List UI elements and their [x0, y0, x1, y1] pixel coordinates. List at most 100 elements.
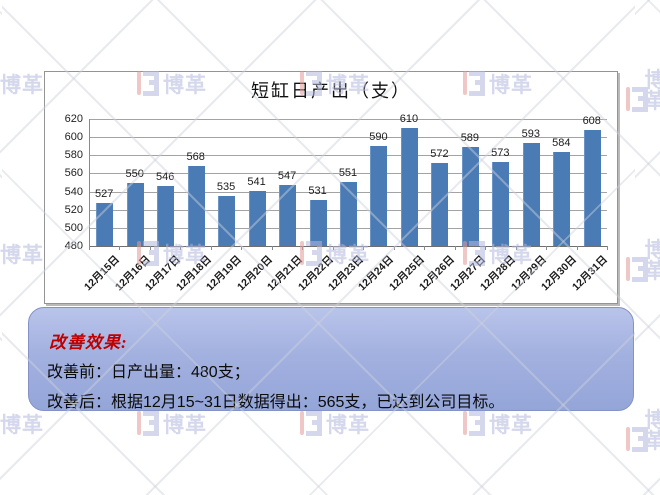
x-axis-tick — [546, 246, 548, 250]
watermark-text: 博革 — [644, 239, 660, 283]
watermark-text: 博革 — [163, 414, 207, 437]
bar — [553, 151, 571, 246]
boge-logo-icon — [137, 410, 159, 436]
x-axis-tick — [119, 246, 121, 250]
y-axis-tick-label: 480 — [64, 240, 83, 252]
watermark-text: 博革 — [489, 414, 533, 437]
bar-value-label: 550 — [125, 167, 144, 180]
boge-watermark: 博革 — [300, 410, 370, 436]
x-axis-tick — [332, 246, 334, 250]
logo-shape — [469, 431, 485, 436]
bar — [187, 166, 205, 246]
x-axis-tick — [485, 246, 487, 250]
logo-shape — [312, 420, 322, 425]
bar — [126, 182, 144, 246]
boge-watermark: 博革 — [0, 70, 44, 96]
logo-shape — [632, 107, 648, 112]
boge-watermark: 博革 — [0, 410, 44, 436]
bar — [400, 128, 418, 246]
gridline — [89, 155, 607, 157]
x-axis-tick — [149, 246, 151, 250]
bar — [492, 161, 510, 246]
x-axis-tick — [607, 246, 608, 250]
boge-logo-icon — [626, 426, 648, 452]
bar — [431, 162, 449, 246]
bar-value-label: 584 — [552, 136, 571, 149]
bar — [96, 203, 114, 246]
logo-shape — [626, 257, 630, 281]
x-axis-tick — [271, 246, 273, 250]
logo-shape — [638, 96, 648, 101]
logo-shape — [632, 87, 648, 92]
watermark-text: 博革 — [0, 414, 44, 437]
x-axis-tick — [89, 246, 90, 250]
x-axis-tick — [515, 246, 517, 250]
boge-watermark: 博革 — [626, 240, 660, 282]
logo-shape — [643, 261, 648, 282]
logo-shape — [306, 431, 322, 436]
bar-value-label: 573 — [491, 146, 510, 159]
logo-shape — [632, 257, 648, 262]
gridline — [89, 119, 607, 120]
bar-value-label: 610 — [399, 113, 419, 126]
y-axis-tick-label: 560 — [64, 167, 83, 180]
watermark-text: 博革 — [0, 244, 44, 267]
boge-logo-icon — [626, 86, 648, 112]
panel-line-before: 改善前：日产出量：480支； — [47, 364, 250, 381]
bar — [157, 186, 175, 246]
logo-shape — [626, 427, 630, 451]
logo-shape — [463, 411, 467, 435]
logo-shape — [638, 436, 648, 441]
watermark-text: 博革 — [0, 74, 44, 97]
boge-watermark: 博革 — [463, 410, 533, 436]
bar — [279, 185, 297, 246]
x-axis-tick — [393, 246, 395, 250]
y-axis-tick-label: 500 — [64, 221, 83, 234]
boge-logo-icon — [300, 410, 322, 436]
chart-title: 短缸日产出（支） — [251, 81, 411, 101]
bar — [461, 147, 479, 246]
logo-shape — [632, 277, 648, 282]
bar — [340, 181, 357, 246]
y-axis — [89, 119, 90, 246]
bar — [522, 143, 540, 246]
watermark-text: 博革 — [644, 69, 660, 113]
y-axis-tick-label: 600 — [64, 131, 83, 144]
gridline — [89, 137, 607, 139]
y-axis-tick-label: 520 — [64, 203, 83, 216]
logo-shape — [300, 411, 304, 435]
y-axis-tick-label: 580 — [64, 149, 83, 162]
logo-shape — [643, 431, 648, 452]
logo-shape — [626, 87, 630, 111]
logo-shape — [632, 447, 648, 452]
bar-value-label: 551 — [338, 166, 358, 179]
bar-value-label: 608 — [582, 114, 601, 127]
bar — [583, 129, 601, 246]
bar-value-label: 593 — [521, 128, 540, 141]
chart: 短缸日产出（支） 480 500 520 540 560 580 600 620 527 12月1… — [44, 71, 618, 304]
watermark-text: 博革 — [326, 414, 370, 437]
bar-value-label: 568 — [186, 151, 205, 164]
boge-logo-icon — [463, 410, 485, 436]
boge-watermark: 博革 — [0, 240, 44, 266]
boge-watermark: 博革 — [137, 410, 207, 436]
bar-value-label: 531 — [308, 184, 327, 197]
x-axis-tick — [576, 246, 578, 250]
x-axis-tick — [180, 246, 182, 250]
x-axis-tick — [241, 246, 243, 250]
bar-value-label: 546 — [155, 171, 175, 184]
logo-shape — [475, 420, 485, 425]
panel-heading: 改善效果: — [49, 333, 128, 352]
logo-shape — [480, 415, 485, 436]
logo-shape — [154, 415, 159, 436]
boge-logo-icon — [626, 256, 648, 282]
x-axis — [89, 246, 607, 247]
improvement-panel: 改善效果: 改善前：日产出量：480支； 改善后：根据12月15~31日数据得出… — [28, 307, 634, 411]
bar-value-label: 547 — [277, 170, 297, 183]
watermark-text: 博革 — [644, 409, 660, 453]
x-axis-tick — [302, 246, 304, 250]
bar — [218, 196, 236, 246]
logo-shape — [632, 427, 648, 432]
y-axis-tick-label: 540 — [64, 185, 83, 198]
bar-value-label: 535 — [216, 181, 236, 194]
